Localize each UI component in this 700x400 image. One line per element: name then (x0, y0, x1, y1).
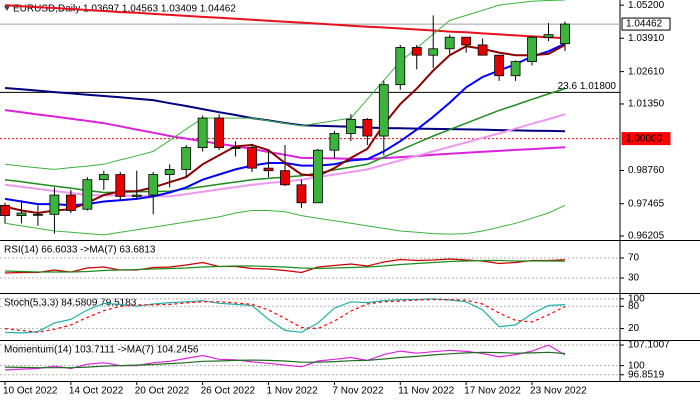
y-tick-label: 0.97465 (628, 198, 665, 209)
candle-body (49, 194, 60, 215)
indicator-line (4, 298, 566, 334)
candle-body (247, 147, 257, 169)
price-tag (621, 17, 671, 31)
candle-body (82, 179, 93, 210)
candle-body (16, 212, 27, 217)
candle-body (428, 48, 439, 56)
candle-body (280, 170, 290, 186)
candle-body (115, 174, 126, 197)
y-tick-label: 0.96205 (628, 231, 665, 242)
pane-title: Momentum(14) 103.7111 ->MA(7) 104.2456 (4, 345, 199, 356)
indicator-line (4, 204, 566, 236)
candle-body (98, 174, 109, 181)
price-tag-label: 1.04462 (626, 19, 663, 30)
y-tick-label: 96.8519 (628, 369, 665, 380)
candle-body (494, 54, 505, 77)
y-tick-label: 1.05200 (628, 0, 665, 11)
x-tick-label: 1 Nov 2022 (267, 386, 319, 397)
candle-body (164, 169, 175, 175)
candle-body (345, 118, 356, 134)
candle-body (197, 117, 208, 148)
x-tick-label: 10 Oct 2022 (3, 386, 58, 397)
indicator-line (4, 4, 566, 40)
x-tick-label: 14 Oct 2022 (69, 386, 124, 397)
y-tick-label: 100 (628, 293, 645, 304)
pane-title: Stoch(5,3,3) 84.5809 79.5183 (4, 298, 137, 309)
y-tick-label: 100 (628, 360, 645, 371)
indicator-line (4, 259, 566, 273)
candle-body (461, 36, 472, 46)
candle-body (362, 118, 373, 137)
candle-body (313, 149, 323, 204)
x-tick-label: 23 Nov 2022 (530, 386, 587, 397)
candle-body (329, 133, 340, 151)
y-tick-label: 80 (628, 301, 640, 312)
candle-body (263, 167, 274, 172)
y-tick-label: 1.03910 (628, 33, 665, 44)
candle-body (131, 194, 142, 197)
candle-body (296, 184, 307, 204)
y-tick-label: 107.1007 (628, 340, 670, 351)
candle-body (477, 44, 488, 56)
x-tick-label: 7 Nov 2022 (332, 386, 384, 397)
y-tick-label: 0.98760 (628, 165, 665, 176)
x-tick-label: 11 Nov 2022 (398, 386, 454, 397)
indicator-line (4, 0, 566, 170)
x-tick-label: 26 Oct 2022 (201, 386, 256, 397)
candle-body (444, 36, 455, 50)
pane-title: EURUSD,Daily 1.03697 1.04563 1.03409 1.0… (13, 4, 236, 15)
level-label: 23.6 1.01800 (558, 81, 617, 92)
pane-title: RSI(14) 66.6033 ->MA(7) 63.6813 (4, 245, 156, 256)
price-tag-label: 1.00000 (626, 133, 663, 144)
y-tick-label: 20 (628, 323, 640, 334)
indicator-line (4, 299, 566, 333)
candle-body (411, 47, 422, 56)
y-tick-label: 1.01350 (628, 99, 665, 110)
candle-body (181, 147, 192, 170)
y-tick-label: 30 (628, 273, 640, 284)
candle-body (527, 36, 537, 63)
candle-body (560, 23, 570, 45)
candle-body (214, 117, 225, 148)
candle-body (395, 47, 406, 86)
candle-body (543, 34, 554, 38)
candle-body (148, 174, 159, 196)
candle-body (378, 84, 389, 137)
candle-body (33, 213, 43, 216)
candle-body (0, 204, 10, 217)
y-tick-label: 1.02610 (628, 66, 665, 77)
candle-body (230, 147, 241, 149)
indicator-line (4, 351, 566, 369)
x-tick-label: 17 Nov 2022 (464, 386, 521, 397)
candle-body (65, 194, 76, 211)
symbol-icon (4, 6, 10, 11)
price-tag (621, 132, 671, 146)
candle-body (510, 61, 521, 77)
y-tick-label: 70 (628, 253, 640, 264)
x-tick-label: 20 Oct 2022 (135, 386, 190, 397)
